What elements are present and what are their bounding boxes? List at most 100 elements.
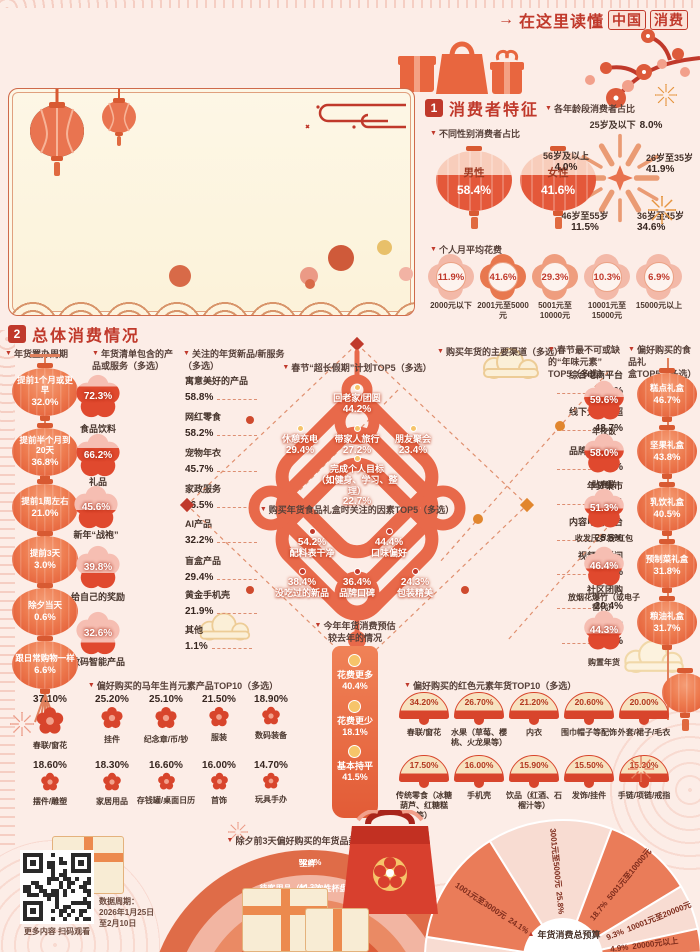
flower-shape <box>584 433 624 473</box>
text: 回老家/团圆 <box>333 393 381 403</box>
flower-badge: 72.3% <box>74 373 122 421</box>
lantern-body: 跟日常购物一样 6.6% <box>12 641 78 689</box>
newitem-row: 寓意美好的产品 58.8% <box>185 376 275 405</box>
channel-name: 年货集市 <box>505 481 623 492</box>
text: 38.4% <box>287 577 317 588</box>
cycle-label: 提前半个月到20天 <box>19 435 71 455</box>
section-number-badge: 2 <box>8 325 26 343</box>
red-item: 17.50% 传统零食（冰糖葫芦、红糖糕等） <box>395 755 453 821</box>
zodiac-flower-icon <box>80 772 144 794</box>
giftboxes-title: ▼偏好购买的食品礼 盒TOP5（多选） <box>628 345 696 379</box>
red-value: 15.50% <box>574 760 604 770</box>
lantern-foot <box>662 588 672 593</box>
lantern-cap <box>659 425 675 430</box>
zodiac-flower-icon <box>134 772 198 793</box>
text: 44.2% <box>342 403 372 415</box>
age-name: 26岁至35岁 <box>646 153 698 164</box>
zodiac-label: 纪念章/币/钞 <box>134 735 198 745</box>
text: 网红零食 <box>185 412 222 422</box>
red-item: 21.20% 内衣 <box>505 692 563 738</box>
text: 给自己的奖励 <box>70 592 125 602</box>
prenye-name: 生鲜 <box>299 859 316 868</box>
text: 25.10% <box>149 694 183 705</box>
flower-value: 51.3% <box>589 502 619 514</box>
factor-item: 44.4% 口味偏好 <box>345 528 433 559</box>
zodiac-label: 春联/窗花 <box>18 741 82 751</box>
text: 挂件 <box>104 735 120 744</box>
masthead-slogan: 在这里读懂 <box>518 14 604 31</box>
gender-value: 58.4% <box>456 183 492 198</box>
factors-title: ▼ 购买年货食品礼盒时关注的因素TOP5（多选） <box>259 505 455 515</box>
red-fan-icon: 15.30% <box>619 755 669 788</box>
text: 29.3% <box>541 271 569 283</box>
flower-value: 46.4% <box>589 560 619 572</box>
element-label: 收发压岁钱/红包 <box>566 534 642 544</box>
text: 盲盒产品 <box>185 556 222 566</box>
flower-shape <box>74 485 118 529</box>
text: 36岁至45岁 <box>637 211 685 221</box>
plan-item: 休憩充电 29.4% <box>254 425 346 456</box>
text: 年货集市 <box>586 481 623 491</box>
age-value: 4.0% <box>540 162 592 174</box>
text: 22.7% <box>342 496 372 508</box>
text: 其他 <box>185 625 204 635</box>
flower-badge: 58.0% <box>582 432 626 476</box>
gender-label: 女性 <box>547 166 569 179</box>
text: 21.9% <box>185 606 214 618</box>
channel-value: 25.5% <box>556 533 623 545</box>
zodiac-item: 18.60% 摆件/雕塑 <box>18 760 82 807</box>
plum-branch-decoration <box>520 28 700 115</box>
estimate-item: 花费更少 18.1% <box>337 699 373 739</box>
triangle-marker-icon: ▼ <box>628 346 635 353</box>
plan-item: 完成个人目标 （如健身、学习、整理） 22.7% <box>311 455 403 507</box>
text: 没吃过的新品 <box>274 588 329 598</box>
gender-lantern: 女性 41.6% <box>520 146 596 229</box>
flower-shape <box>584 488 624 528</box>
plan-name2: （如健身、学习、整理） <box>311 475 403 497</box>
text: 41.6% <box>489 271 517 283</box>
giftbox-lantern: 粮油礼盒 31.7% <box>637 596 697 650</box>
red-value: 26.70% <box>464 697 494 707</box>
lantern-body: 乳饮礼盒 40.5% <box>637 487 697 531</box>
age-name: 25岁及以下 <box>589 120 636 130</box>
flower-value: 44.3% <box>589 624 619 636</box>
text: 2000元以下 <box>430 301 472 310</box>
text: 完成个人目标 <box>329 464 384 474</box>
zodiac-item: 16.00% 首饰 <box>187 760 251 806</box>
zodiac-value: 16.00% <box>187 760 251 772</box>
firework-spark-decoration <box>627 755 655 787</box>
channels-title: ▼ 购买年货的主要渠道（多选） <box>437 347 563 357</box>
gender-lantern: 男性 58.4% <box>436 146 512 229</box>
factor-item: 36.4% 品牌口碑 <box>313 568 401 599</box>
checklist-label: 给自己的奖励 <box>54 592 142 603</box>
flower-value: 66.2% <box>83 449 113 461</box>
factor-name: 配料表干净 <box>268 548 356 559</box>
cycle-lantern: 提前1周左右 21.0% <box>12 479 78 537</box>
flower-decoration <box>377 240 392 255</box>
plan-item: 回老家/团圆 44.2% <box>311 384 403 415</box>
zodiac-flower-icon <box>239 706 303 728</box>
estimate-name: 花费更少 <box>337 716 373 727</box>
monthly-value: 10.3% <box>592 262 622 292</box>
text: 春联/窗花 <box>32 741 68 750</box>
zodiac-value: 18.90% <box>239 694 303 706</box>
text: 手机壳 <box>467 791 491 800</box>
zodiac-flower-icon <box>18 772 82 794</box>
red-label: 春联/窗花 <box>395 728 453 738</box>
newitem-row: 黄金手机壳 21.9% <box>185 590 275 619</box>
zodiac-item: 18.90% 数码装备 <box>239 694 303 741</box>
cycle-lantern: 提前1个月或更早 32.0% <box>12 363 78 421</box>
element-label: 放烟花爆竹（或电子替代） <box>566 593 642 613</box>
text: 23.4% <box>398 444 428 456</box>
lantern-body: 除夕当天 0.6% <box>12 588 78 636</box>
zodiac-item: 37.10% 春联/窗花 <box>18 694 82 751</box>
cycle-value: 32.0% <box>31 396 59 408</box>
elements-title: ▼ 春节最不可或缺 的“年味元素” TOP5（多选） <box>548 345 620 380</box>
triangle-marker-icon: ▼ <box>430 246 437 253</box>
triangle-marker-icon: ▼ <box>314 622 322 629</box>
checklist-label: 礼品 <box>54 477 142 488</box>
zodiac-value: 18.30% <box>80 760 144 772</box>
newitem-name: 宠物年衣 <box>185 448 275 459</box>
text: 56岁及以上 <box>542 151 589 161</box>
